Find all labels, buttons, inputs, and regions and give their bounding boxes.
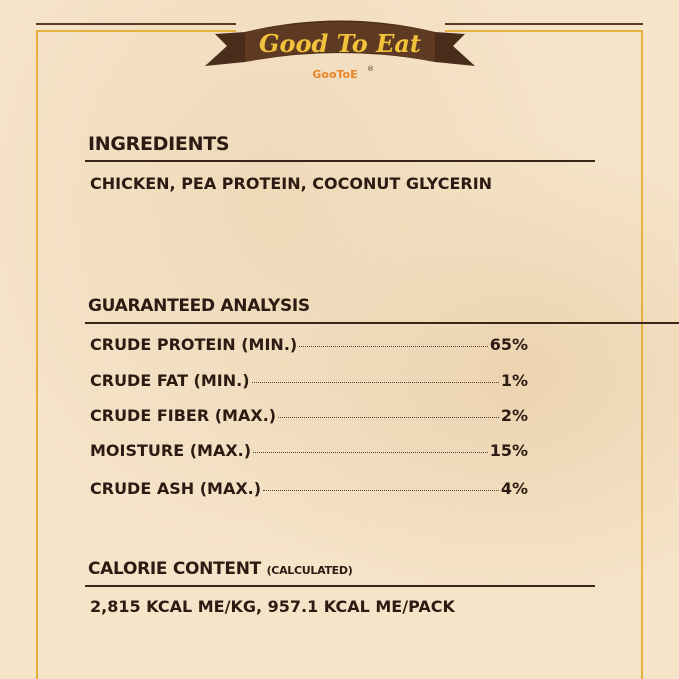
calorie-text: 2,815 KCAL ME/KG, 957.1 KCAL ME/PACK (90, 597, 455, 616)
divider (85, 160, 595, 162)
analysis-value: 65% (489, 335, 528, 354)
ingredients-heading: INGREDIENTS (88, 133, 230, 155)
calorie-heading: CALORIE CONTENT (CALCULATED) (88, 559, 353, 579)
dot-leader (253, 452, 488, 453)
analysis-label: CRUDE FIBER (MAX.) (90, 406, 277, 425)
brand-logo: GooToE (312, 68, 357, 81)
analysis-row: CRUDE PROTEIN (MIN.) 65% (90, 335, 528, 354)
border-top-left-dark (36, 23, 236, 25)
good-to-eat-banner: Good To Eat GooToE ® (205, 20, 475, 81)
divider (85, 585, 595, 587)
border-top-left (36, 30, 236, 32)
calorie-heading-text: CALORIE CONTENT (88, 559, 261, 579)
border-top-right (445, 30, 643, 32)
analysis-value: 1% (500, 371, 528, 390)
ingredients-text: CHICKEN, PEA PROTEIN, COCONUT GLYCERIN (90, 174, 493, 193)
banner-text: Good To Eat (259, 29, 421, 58)
analysis-row: CRUDE FIBER (MAX.) 2% (90, 406, 528, 425)
dot-leader (278, 417, 499, 418)
dot-leader (299, 346, 488, 347)
analysis-row: MOISTURE (MAX.) 15% (90, 441, 528, 460)
analysis-value: 2% (500, 406, 528, 425)
analysis-value: 15% (489, 441, 528, 460)
registered-mark: ® (367, 65, 374, 73)
dot-leader (251, 382, 499, 383)
analysis-row: CRUDE ASH (MAX.) 4% (90, 479, 528, 498)
analysis-heading: GUARANTEED ANALYSIS (88, 296, 310, 316)
analysis-value: 4% (500, 479, 528, 498)
analysis-label: CRUDE ASH (MAX.) (90, 479, 262, 498)
divider (85, 322, 679, 324)
analysis-row: CRUDE FAT (MIN.) 1% (90, 371, 528, 390)
analysis-label: CRUDE PROTEIN (MIN.) (90, 335, 298, 354)
border-top-right-dark (445, 23, 643, 25)
analysis-label: MOISTURE (MAX.) (90, 441, 252, 460)
dot-leader (263, 490, 499, 491)
calorie-note: (CALCULATED) (266, 564, 353, 577)
analysis-label: CRUDE FAT (MIN.) (90, 371, 250, 390)
border-right (641, 32, 643, 679)
border-left (36, 32, 38, 679)
